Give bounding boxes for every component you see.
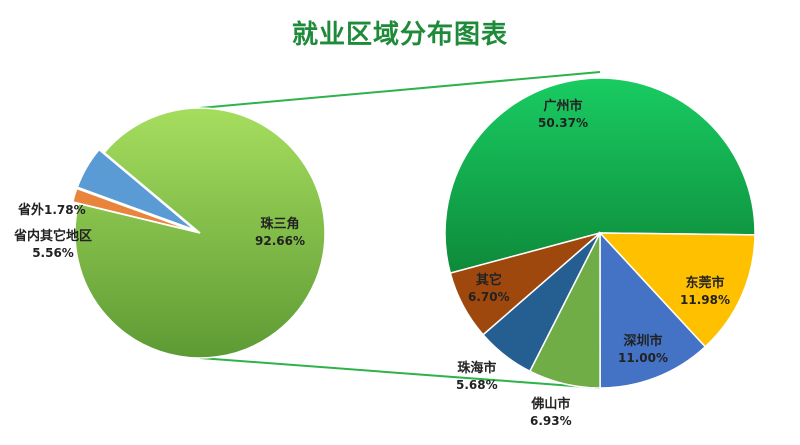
label-shenzhen: 深圳市 11.00% bbox=[618, 334, 668, 365]
left-pie-slice-0 bbox=[74, 107, 326, 359]
right-pie bbox=[444, 77, 756, 389]
label-shengwai: 省外1.78% bbox=[18, 203, 86, 218]
left-pie bbox=[71, 107, 326, 359]
left-pie-slice-1 bbox=[71, 187, 195, 232]
right-pie-slice-1 bbox=[598, 232, 756, 348]
label-dongguan: 东莞市 11.98% bbox=[680, 276, 730, 307]
label-qita: 其它 6.70% bbox=[468, 273, 510, 304]
label-shengnei: 省内其它地区 5.56% bbox=[14, 229, 93, 260]
connector-line-top bbox=[199, 71, 601, 109]
label-zhusanjiao: 珠三角 92.66% bbox=[255, 217, 305, 248]
label-foshan: 佛山市 6.93% bbox=[530, 397, 572, 428]
connector-line-bottom bbox=[199, 357, 601, 389]
right-pie-slice-0 bbox=[444, 77, 756, 275]
chart-title: 就业区域分布图表 bbox=[291, 20, 508, 50]
left-pie-slice-2 bbox=[76, 148, 196, 231]
right-pie-slice-5 bbox=[449, 232, 601, 336]
label-zhuhai: 珠海市 5.68% bbox=[456, 361, 498, 392]
right-pie-slice-2 bbox=[599, 231, 707, 389]
label-guangzhou: 广州市 50.37% bbox=[538, 99, 588, 130]
